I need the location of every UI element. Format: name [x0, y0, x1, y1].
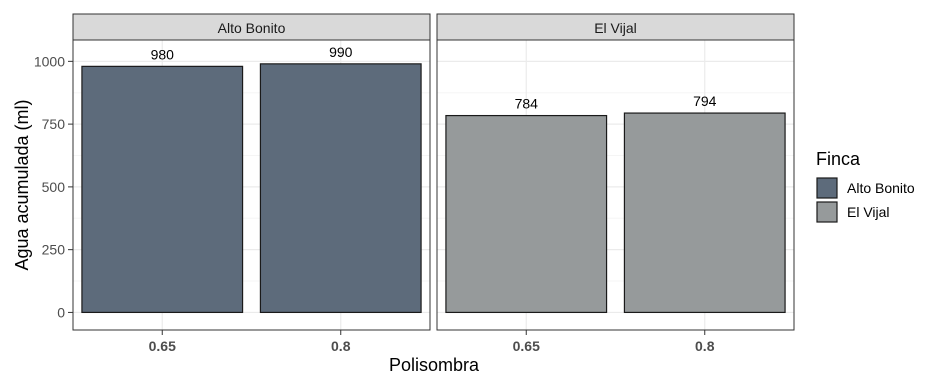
bar-value-label: 980: [151, 46, 175, 62]
facet-strip-label: Alto Bonito: [218, 20, 286, 36]
y-tick-label: 0: [57, 304, 65, 320]
bar: [445, 114, 608, 314]
bar: [623, 112, 786, 314]
bar-value-label: 784: [515, 96, 539, 112]
facet-strip: [72, 13, 431, 41]
y-tick-label: 1000: [34, 53, 65, 69]
bar: [81, 65, 244, 314]
legend-title: Finca: [816, 149, 861, 169]
x-tick-label: 0.65: [513, 338, 540, 354]
y-tick-label: 250: [42, 242, 66, 258]
legend-swatch: [816, 201, 838, 223]
x-tick-label: 0.8: [695, 338, 715, 354]
facet-strip: [436, 13, 795, 41]
x-tick-label: 0.65: [149, 338, 176, 354]
y-tick-label: 500: [42, 179, 66, 195]
legend-label: Alto Bonito: [847, 180, 915, 196]
facet-strip-label: El Vijal: [594, 20, 637, 36]
bar: [259, 63, 422, 314]
bar-value-label: 794: [693, 93, 717, 109]
y-tick-label: 750: [42, 116, 66, 132]
y-axis-title: Agua acumulada (ml): [12, 99, 32, 270]
legend-label: El Vijal: [847, 204, 890, 220]
x-axis-title: Polisombra: [389, 355, 480, 372]
legend-swatch: [816, 177, 838, 199]
bar-value-label: 990: [329, 44, 353, 60]
x-tick-label: 0.8: [331, 338, 351, 354]
